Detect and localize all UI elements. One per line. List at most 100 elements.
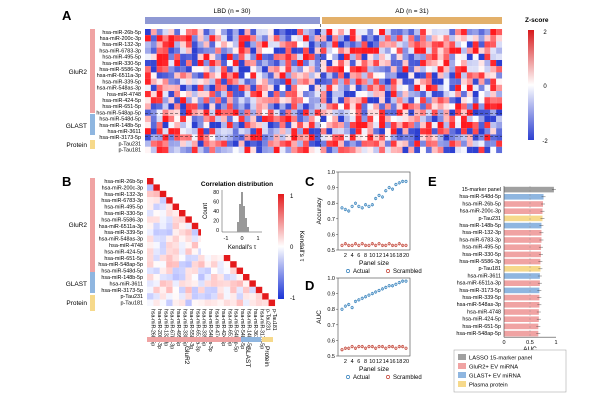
corr-cell [230,267,237,275]
heatmap-cell [355,146,362,154]
heatmap-cell [472,72,479,79]
heatmap-cell [484,109,491,116]
actual-point [370,203,374,207]
heatmap-cell [180,122,187,129]
heatmap-row-label: hsa-miR-330-5p [102,61,141,67]
ytick-label: 0.6 [327,232,335,238]
corr-cell [166,267,173,275]
corr-cell [153,210,160,217]
hist-bar [239,204,241,232]
auc-bar [504,251,541,258]
heatmap-cell [320,91,327,98]
heatmap-cell [437,53,444,61]
heatmap-cell [379,47,385,54]
heatmap-cell [466,47,473,54]
heatmap-cell [373,91,380,98]
heatmap-cell [478,140,485,147]
corr-cell [217,280,224,287]
heatmap-cell [150,53,157,61]
heatmap-cell [308,78,315,85]
heatmap-row-label: hsa-miR-3611 [108,129,141,135]
corr-cell [147,248,154,255]
heatmap-cell [478,53,485,61]
heatmap-cell [238,72,245,79]
heatmap-cell [355,97,362,104]
heatmap-cell [390,35,397,42]
heatmap-cell [256,103,263,110]
heatmap-cell [150,72,157,79]
heatmap-cell [343,35,350,42]
heatmap-cell [180,84,187,92]
actual-point [397,181,401,185]
heatmap-cell [326,134,333,141]
corr-cell [191,293,199,300]
corr-cell [243,274,250,281]
heatmap-cell [472,134,479,141]
heatmap-cell [449,84,456,92]
heatmap-cell [232,84,239,92]
heatmap-cell [437,109,444,116]
heatmap-cell [361,140,368,147]
heatmap-cell [490,47,497,54]
ytick-label: 0.7 [327,217,335,223]
heatmap-cell [379,134,385,141]
heatmap-cell [162,140,169,147]
heatmap-cell [349,84,356,92]
corr-cell [198,293,205,300]
heatmap-cell [232,128,239,135]
heatmap-cell [478,134,485,141]
heatmap-cell [297,140,304,147]
corr-cell [166,203,173,211]
corr-cell [153,299,160,307]
heatmap-cell [168,84,175,92]
heatmap-cell [256,41,263,48]
heatmap-cell [326,60,333,67]
heatmap-cell [244,115,251,123]
heatmap-cell [408,122,415,129]
heatmap-cell [203,53,210,61]
heatmap-cell [420,78,426,85]
auc-bar [504,194,544,200]
b-x-protein-label: Protein [263,346,270,367]
heatmap-cell [150,60,157,67]
heatmap-cell [273,134,280,141]
heatmap-cell [490,122,497,129]
heatmap-cell [437,60,444,67]
heatmap-cell [349,115,356,123]
heatmap-cell [279,134,286,141]
corr-cell [185,286,192,294]
heatmap-cell [267,84,274,92]
heatmap-cell [291,146,298,154]
heatmap-cell [168,29,175,36]
heatmap-cell [209,109,216,116]
heatmap-cell [461,91,467,98]
corr-cell [166,248,173,255]
heatmap-cell [162,122,169,129]
heatmap-row-label: hsa-miR-548ap-5p [96,110,141,116]
heatmap-cell [168,35,175,42]
scrambled-point [391,345,395,349]
heatmap-cell [203,97,210,104]
heatmap-cell [431,60,438,67]
heatmap-cell [314,66,321,73]
heatmap-cell [250,122,257,129]
heatmap-cell [431,72,438,79]
heatmap-cell [273,47,280,54]
heatmap-cell [285,41,292,48]
heatmap-row-label: hsa-miR-200c-3p [100,36,141,42]
actual-point [387,284,391,288]
corr-cell [153,267,160,275]
scrambled-point [387,242,391,246]
heatmap-cell [244,72,251,79]
heatmap-cell [285,109,292,116]
heatmap-cell [414,47,421,54]
heatmap-cell [221,53,227,61]
heatmap-cell [496,91,503,98]
corr-cell [172,274,180,281]
kendall-tick-mid: 0 [290,245,294,251]
scrambled-point [347,346,351,350]
heatmap-cell [279,97,286,104]
bar-category-label: hsa-miR-200c-3p [460,209,501,215]
corr-cell [166,197,173,204]
heatmap-cell [449,53,456,61]
